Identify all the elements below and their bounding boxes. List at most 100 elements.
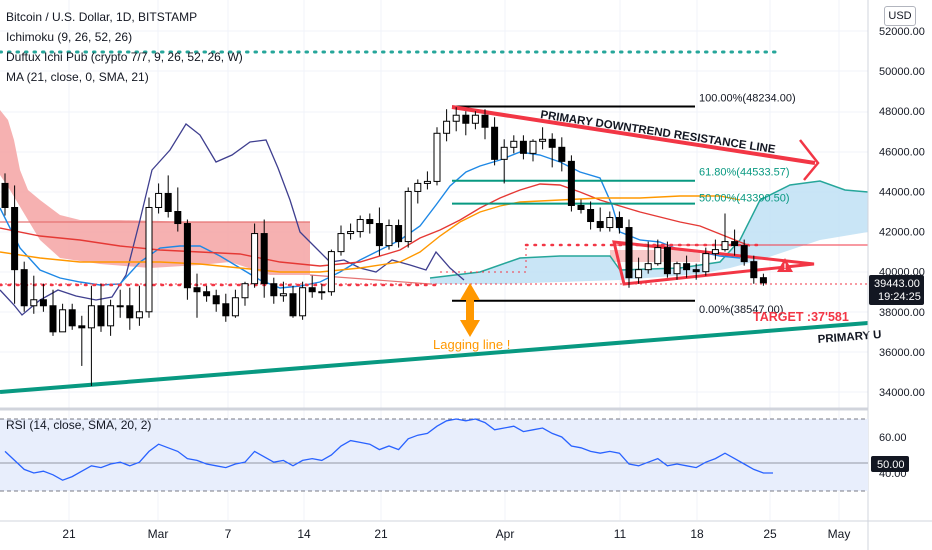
- candle-down: [395, 225, 403, 243]
- rsi-line: [4, 418, 773, 481]
- primary-u-label: PRIMARY U: [817, 329, 882, 346]
- fib-level-label: 61.80%(44533.57): [699, 167, 790, 179]
- time-tick-label: 7: [225, 527, 232, 541]
- time-tick-label: Apr: [496, 527, 515, 541]
- price-tick-label: 34000.00: [879, 387, 925, 399]
- candle-down: [596, 221, 604, 229]
- candle-up: [606, 217, 614, 229]
- candle-down: [193, 287, 201, 293]
- chart-title: Bitcoin / U.S. Dollar, 1D, BITSTAMP: [6, 10, 198, 24]
- candle-down: [548, 138, 556, 148]
- candle-up: [299, 287, 307, 317]
- candle-up: [356, 219, 364, 233]
- candle-up: [539, 138, 547, 142]
- candle-down: [39, 299, 47, 307]
- indicator-ma[interactable]: MA (21, close, 0, SMA, 21): [6, 70, 149, 84]
- price-tick-label: 50000.00: [879, 66, 925, 78]
- rsi-band: [0, 419, 868, 491]
- countdown-value: 19:24:25: [878, 291, 921, 303]
- candle-up: [327, 251, 335, 293]
- candle-down: [692, 269, 700, 273]
- candle-up: [510, 140, 518, 148]
- candle-down: [212, 295, 220, 305]
- candle-down: [20, 269, 28, 307]
- candle-down: [1, 182, 9, 208]
- time-tick-label: 11: [614, 527, 627, 541]
- fib-level-label: 50.00%(43390.50): [699, 193, 790, 205]
- target-label: TARGET :37'581: [753, 310, 849, 324]
- rsi-marker-value: 50.00: [877, 459, 905, 471]
- candle-up: [423, 180, 431, 184]
- price-tick-label: 46000.00: [879, 146, 925, 158]
- candle-up: [673, 263, 681, 275]
- time-tick-label: 14: [297, 527, 311, 541]
- resistance-arrow-icon: [799, 139, 820, 181]
- price-tick-label: 52000.00: [879, 26, 925, 38]
- candle-down: [49, 305, 57, 333]
- fib-level-label: 100.00%(48234.00): [699, 93, 796, 105]
- candles-group: [1, 107, 767, 386]
- fibonacci-retracement[interactable]: 100.00%(48234.00) 61.80%(44533.57) 50.00%(…: [452, 93, 796, 316]
- warning-icon: [777, 258, 793, 272]
- up-arrow-icon: [460, 283, 480, 337]
- currency-selector[interactable]: USD: [884, 6, 916, 26]
- current-price-badge: [869, 275, 924, 305]
- candle-down: [126, 305, 134, 319]
- kijun-line: [0, 183, 751, 267]
- candle-up: [145, 206, 153, 313]
- time-tick-label: May: [828, 527, 851, 541]
- indicator-duftux[interactable]: Duftux Ichi Pub (crypto 7/7, 9, 26, 52, …: [6, 50, 243, 64]
- indicator-ichimoku[interactable]: Ichimoku (9, 26, 52, 26): [6, 30, 133, 44]
- resistance-label: PRIMARY DOWNTREND RESISTANCE LINE: [540, 109, 777, 156]
- price-tick-label: 36000.00: [879, 347, 925, 359]
- candle-down: [587, 208, 595, 223]
- candle-down: [759, 277, 767, 284]
- candle-down: [289, 293, 297, 317]
- time-tick-label: 21: [374, 527, 388, 541]
- price-tick-label: 38000.00: [879, 307, 925, 319]
- primary-uptrend-support-line[interactable]: [0, 321, 869, 394]
- time-tick-label: 25: [763, 527, 777, 541]
- candle-up: [452, 114, 460, 122]
- price-axis[interactable]: 34000.0036000.0038000.0040000.0042000.00…: [879, 26, 925, 399]
- candle-up: [433, 132, 441, 182]
- candle-up: [635, 269, 643, 279]
- price-tick-label: 48000.00: [879, 106, 925, 118]
- candle-up: [529, 140, 537, 154]
- candle-up: [251, 233, 259, 285]
- candle-down: [519, 140, 527, 154]
- candle-down: [97, 305, 105, 327]
- candle-up: [155, 192, 163, 208]
- candle-up: [279, 293, 287, 297]
- chikou-line: [0, 123, 465, 316]
- time-tick-label: 21: [62, 527, 76, 541]
- candle-up: [702, 253, 710, 273]
- candle-up: [654, 247, 662, 265]
- price-tick-label: 42000.00: [879, 227, 925, 239]
- candle-down: [308, 287, 316, 293]
- candle-up: [241, 283, 249, 299]
- candle-down: [491, 126, 499, 160]
- lagging-line-label: Lagging line !: [433, 337, 510, 352]
- candle-up: [404, 190, 412, 243]
- candle-up: [721, 241, 729, 251]
- warning-mark: !: [784, 262, 787, 272]
- senkou-a: [429, 180, 869, 279]
- candle-down: [222, 303, 230, 317]
- candle-up: [107, 305, 115, 327]
- candle-up: [414, 182, 422, 192]
- candle-down: [731, 241, 739, 247]
- candle-up: [59, 309, 67, 333]
- time-axis[interactable]: 21 Mar 7 14 21 Apr 11 18 25 May: [62, 527, 850, 541]
- rsi-legend: RSI (14, close, SMA, 20, 2): [6, 418, 151, 432]
- candle-down: [11, 206, 19, 271]
- candle-up: [87, 305, 95, 329]
- downtrend-resistance-line[interactable]: [451, 105, 816, 165]
- candle-down: [174, 211, 182, 225]
- candle-up: [644, 263, 652, 271]
- candle-up: [135, 311, 143, 319]
- candle-down: [183, 223, 191, 289]
- candle-down: [577, 204, 585, 210]
- time-tick-label: 18: [690, 527, 704, 541]
